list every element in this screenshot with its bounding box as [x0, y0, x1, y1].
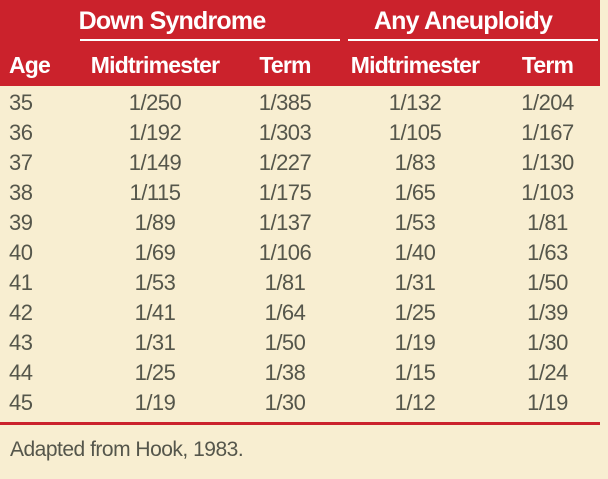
- aa-term-cell: 1/204: [521, 90, 574, 115]
- table-row: 37 1/149 1/227 1/83 1/130: [0, 148, 600, 178]
- table-row: 45 1/19 1/30 1/12 1/19: [0, 388, 600, 418]
- down-syndrome-underline: [80, 39, 340, 41]
- table-body: 35 1/250 1/385 1/132 1/204 36 1/192 1/30…: [0, 88, 600, 418]
- aa-term-cell: 1/50: [527, 270, 568, 295]
- table-row: 42 1/41 1/64 1/25 1/39: [0, 298, 600, 328]
- aa-term-cell: 1/103: [521, 180, 574, 205]
- column-header-aa-midtrimester: Midtrimester: [350, 52, 480, 78]
- aa-midtrimester-cell: 1/19: [394, 330, 436, 355]
- age-cell: 38: [9, 180, 33, 205]
- ds-midtrimester-cell: 1/192: [128, 120, 182, 145]
- table-row: 40 1/69 1/106 1/40 1/63: [0, 238, 600, 268]
- aa-midtrimester-cell: 1/40: [394, 240, 436, 265]
- aa-term-cell: 1/30: [527, 330, 568, 355]
- aa-midtrimester-cell: 1/31: [394, 270, 436, 295]
- table-header: Down Syndrome Any Aneuploidy Age Midtrim…: [0, 0, 600, 86]
- ds-term-cell: 1/50: [264, 330, 306, 355]
- age-cell: 39: [9, 210, 33, 235]
- aa-midtrimester-cell: 1/132: [388, 90, 442, 115]
- aa-midtrimester-cell: 1/53: [394, 210, 436, 235]
- ds-term-cell: 1/38: [264, 360, 306, 385]
- ds-term-cell: 1/106: [258, 240, 312, 265]
- age-cell: 42: [9, 300, 33, 325]
- bottom-rule: [0, 422, 600, 425]
- ds-midtrimester-cell: 1/25: [134, 360, 176, 385]
- table-row: 41 1/53 1/81 1/31 1/50: [0, 268, 600, 298]
- aa-midtrimester-cell: 1/12: [394, 390, 436, 415]
- aa-midtrimester-cell: 1/83: [394, 150, 436, 175]
- aa-term-cell: 1/167: [521, 120, 574, 145]
- aa-term-cell: 1/24: [527, 360, 568, 385]
- aa-term-cell: 1/81: [527, 210, 568, 235]
- column-headers: Age Midtrimester Term Midtrimester Term: [0, 52, 600, 79]
- aa-midtrimester-cell: 1/15: [394, 360, 436, 385]
- group-header-down-syndrome: Down Syndrome: [78, 7, 267, 35]
- column-header-age: Age: [9, 52, 51, 78]
- ds-term-cell: 1/64: [264, 300, 306, 325]
- ds-midtrimester-cell: 1/31: [134, 330, 176, 355]
- table-footnote: Adapted from Hook, 1983.: [10, 438, 244, 461]
- any-aneuploidy-underline: [348, 39, 598, 41]
- aa-term-cell: 1/39: [527, 300, 568, 325]
- age-cell: 44: [9, 360, 33, 385]
- ds-midtrimester-cell: 1/115: [129, 180, 181, 205]
- ds-term-cell: 1/385: [258, 90, 312, 115]
- ds-term-cell: 1/175: [258, 180, 312, 205]
- ds-midtrimester-cell: 1/41: [134, 300, 176, 325]
- age-cell: 40: [9, 240, 33, 265]
- aa-term-cell: 1/63: [527, 240, 568, 265]
- age-cell: 41: [9, 270, 33, 295]
- ds-term-cell: 1/137: [258, 210, 312, 235]
- ds-midtrimester-cell: 1/53: [134, 270, 176, 295]
- age-cell: 43: [9, 330, 33, 355]
- table-row: 39 1/89 1/137 1/53 1/81: [0, 208, 600, 238]
- ds-term-cell: 1/30: [264, 390, 306, 415]
- column-header-ds-term: Term: [259, 52, 311, 78]
- age-cell: 35: [9, 90, 33, 115]
- ds-term-cell: 1/303: [258, 120, 312, 145]
- table-row: 43 1/31 1/50 1/19 1/30: [0, 328, 600, 358]
- table-row: 36 1/192 1/303 1/105 1/167: [0, 118, 600, 148]
- ds-term-cell: 1/81: [264, 270, 306, 295]
- ds-midtrimester-cell: 1/89: [134, 210, 176, 235]
- age-cell: 36: [9, 120, 33, 145]
- aa-midtrimester-cell: 1/65: [394, 180, 436, 205]
- ds-midtrimester-cell: 1/250: [128, 90, 182, 115]
- table-row: 44 1/25 1/38 1/15 1/24: [0, 358, 600, 388]
- ds-midtrimester-cell: 1/69: [134, 240, 176, 265]
- ds-midtrimester-cell: 1/149: [128, 150, 182, 175]
- table-row: 35 1/250 1/385 1/132 1/204: [0, 88, 600, 118]
- aa-term-cell: 1/130: [521, 150, 574, 175]
- group-header-any-aneuploidy: Any Aneuploidy: [373, 7, 553, 35]
- aa-midtrimester-cell: 1/25: [394, 300, 436, 325]
- ds-term-cell: 1/227: [258, 150, 312, 175]
- table-row: 38 1/115 1/175 1/65 1/103: [0, 178, 600, 208]
- column-header-ds-midtrimester: Midtrimester: [90, 52, 220, 78]
- ds-midtrimester-cell: 1/19: [134, 390, 176, 415]
- age-cell: 45: [9, 390, 33, 415]
- aa-midtrimester-cell: 1/105: [388, 120, 442, 145]
- aa-term-cell: 1/19: [527, 390, 568, 415]
- age-cell: 37: [9, 150, 33, 175]
- column-header-aa-term: Term: [521, 52, 574, 78]
